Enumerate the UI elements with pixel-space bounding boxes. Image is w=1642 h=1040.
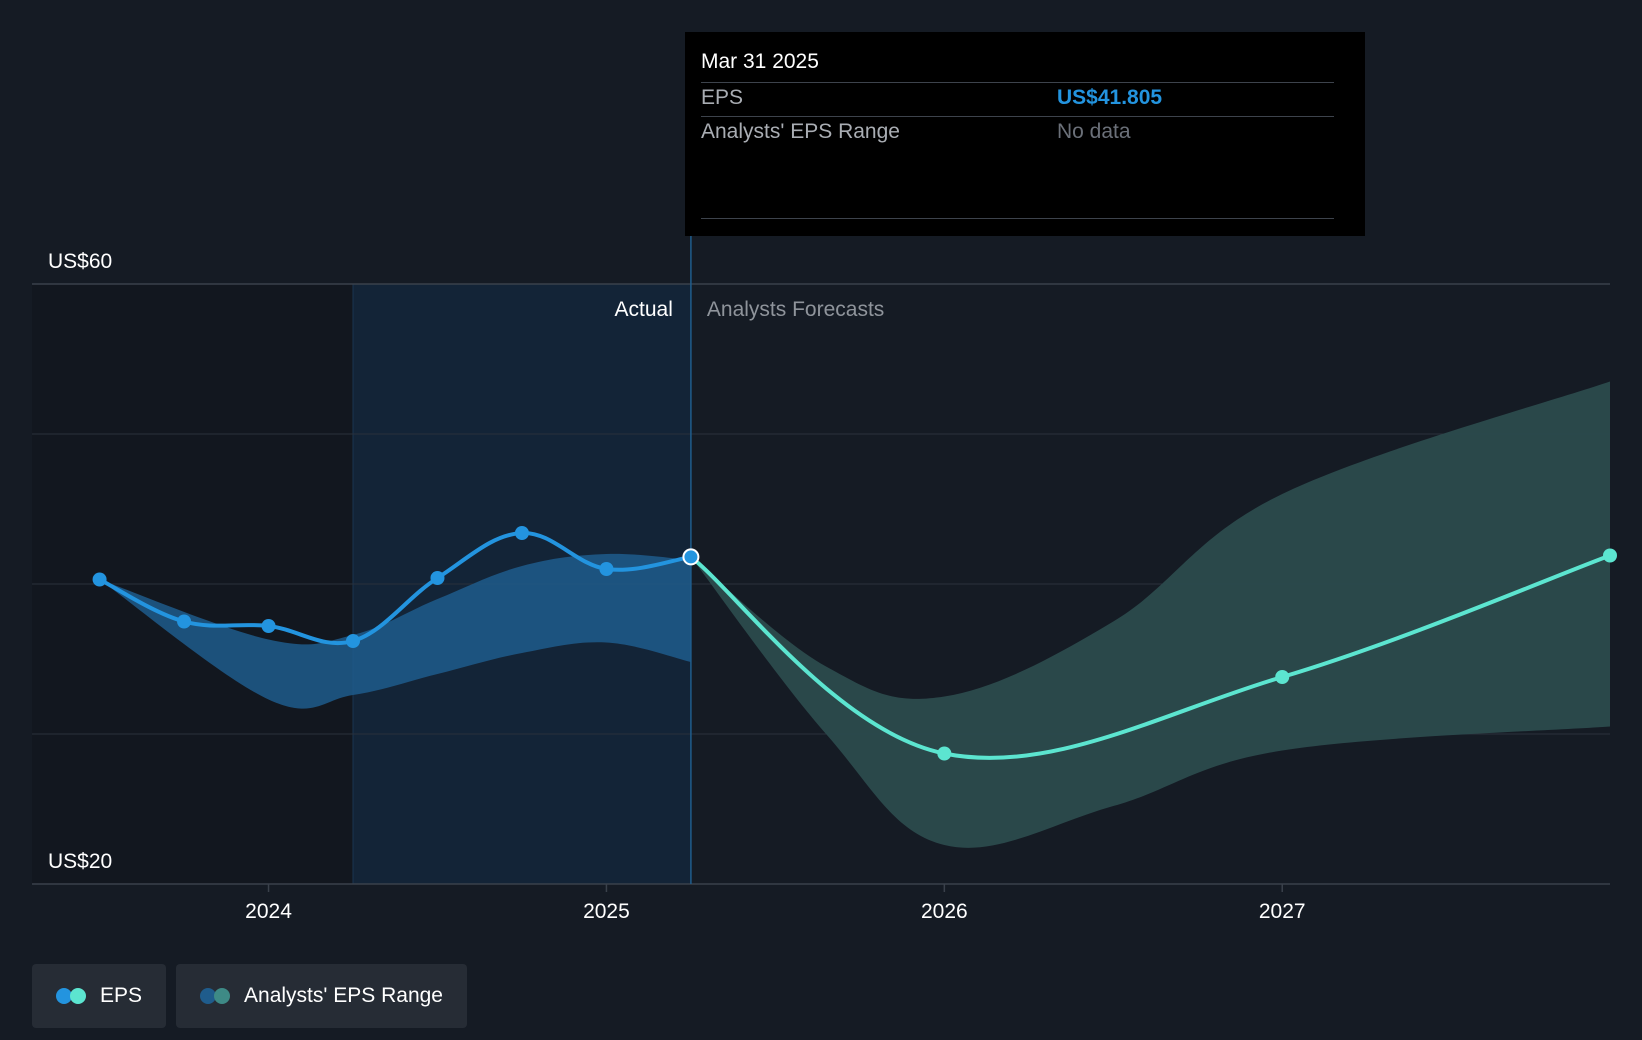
current-eps-point (682, 548, 700, 566)
forecast-eps-line (688, 553, 1612, 760)
tooltip-eps-label: EPS (701, 86, 744, 109)
actual-eps-point (261, 619, 276, 633)
legend-range-label: Analysts' EPS Range (244, 984, 443, 1007)
legend-eps-button[interactable]: EPS (32, 964, 167, 1028)
eps-legend-icon (56, 988, 86, 1004)
actual-eps-point (346, 634, 361, 648)
tooltip-divider (701, 82, 1334, 83)
x-tick-label: 2026 (921, 900, 968, 923)
forecast-eps-point (937, 746, 952, 761)
tooltip-date: Mar 31 2025 (701, 50, 819, 73)
actual-eps-point (599, 562, 614, 576)
legend: EPS Analysts' EPS Range (32, 964, 467, 1028)
actual-eps-point (92, 572, 107, 587)
legend-range-button[interactable]: Analysts' EPS Range (176, 964, 467, 1028)
x-tick-label: 2027 (1259, 900, 1306, 923)
actual-eps-point (514, 526, 529, 540)
actual-eps-point (177, 614, 192, 629)
tooltip-divider (701, 218, 1334, 219)
range-legend-icon (200, 988, 231, 1004)
tooltip-eps-value: US$41.805 (1057, 86, 1163, 109)
x-tick-label: 2024 (245, 900, 292, 923)
x-tick-label: 2025 (583, 900, 630, 923)
forecast-eps-range-band (690, 381, 1610, 848)
y-axis-label: US$60 (48, 250, 112, 273)
tooltip-divider (701, 116, 1334, 117)
y-axis-label: US$20 (48, 850, 112, 873)
forecast-eps-point (1275, 670, 1290, 684)
tooltip-range-value: No data (1057, 120, 1131, 143)
tooltip: Mar 31 2025 EPS US$41.805 Analysts' EPS … (685, 32, 1365, 236)
actual-section-label: Actual (615, 298, 673, 321)
forecast-section-label: Analysts Forecasts (707, 298, 884, 321)
legend-eps-label: EPS (100, 984, 143, 1007)
tooltip-range-label: Analysts' EPS Range (701, 120, 900, 143)
forecast-eps-point (1603, 548, 1617, 563)
actual-eps-range-band (99, 553, 691, 709)
actual-eps-point (430, 571, 445, 585)
actual-eps-line (97, 530, 693, 646)
